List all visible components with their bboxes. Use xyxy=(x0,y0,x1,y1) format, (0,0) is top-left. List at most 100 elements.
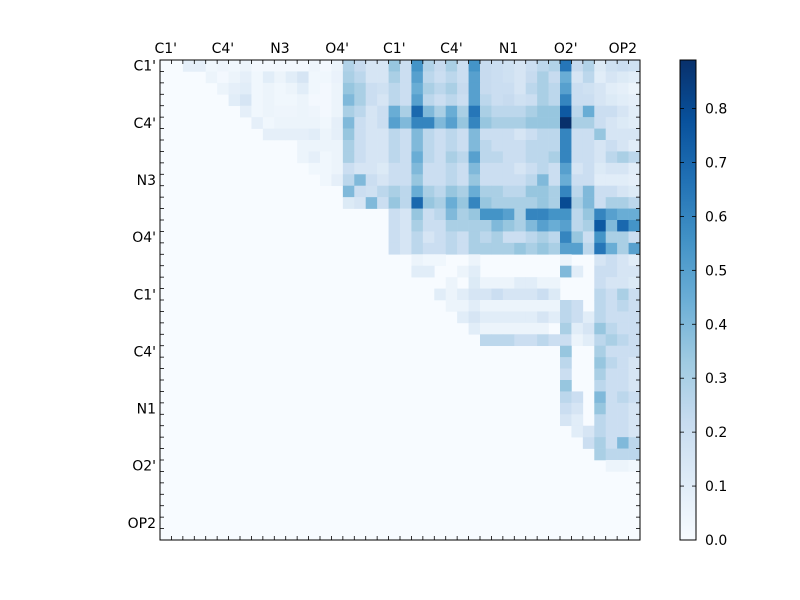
heatmap-cell xyxy=(320,174,332,187)
heatmap-cell xyxy=(262,60,275,72)
heatmap-cell xyxy=(525,71,538,84)
heatmap-cell xyxy=(422,151,435,164)
heatmap-cell xyxy=(480,128,492,141)
heatmap-cell xyxy=(400,151,412,164)
heatmap-cell xyxy=(457,288,469,301)
heatmap-cell xyxy=(468,197,481,209)
heatmap-cell xyxy=(582,162,595,175)
heatmap-cell xyxy=(251,60,264,72)
heatmap-cell xyxy=(628,82,641,95)
heatmap-cell xyxy=(445,185,458,198)
y-tick-label: C1' xyxy=(133,59,156,75)
heatmap-cell xyxy=(377,105,389,118)
heatmap-cell xyxy=(594,300,607,312)
y-tick-label: OP2 xyxy=(128,516,156,532)
heatmap-cell xyxy=(502,94,515,107)
heatmap-cell xyxy=(628,128,641,141)
heatmap-cell xyxy=(491,140,504,152)
heatmap-cell xyxy=(605,220,618,232)
heatmap-cell xyxy=(377,197,389,209)
heatmap-cell xyxy=(537,185,549,198)
heatmap-cell xyxy=(514,174,527,187)
heatmap-cell xyxy=(617,71,629,84)
heatmap-cell xyxy=(514,322,527,335)
heatmap-cell xyxy=(628,117,641,129)
heatmap-cell xyxy=(514,94,527,107)
heatmap-cell xyxy=(548,94,561,107)
heatmap-cell xyxy=(320,151,332,164)
heatmap-cell xyxy=(617,162,629,175)
heatmap-cell xyxy=(411,231,424,244)
heatmap-cell xyxy=(422,60,435,72)
heatmap-cell xyxy=(320,71,332,84)
heatmap-cell xyxy=(525,140,538,152)
heatmap-cell xyxy=(525,311,538,324)
heatmap-cell xyxy=(594,368,607,381)
heatmap-cell xyxy=(468,288,481,301)
heatmap-cell xyxy=(422,265,435,278)
heatmap-cell xyxy=(605,265,618,278)
heatmap-cell xyxy=(628,60,641,72)
heatmap-cell xyxy=(342,151,355,164)
heatmap-cell xyxy=(434,197,447,209)
heatmap-cell xyxy=(491,277,504,289)
heatmap-cell xyxy=(297,117,309,129)
heatmap-cell xyxy=(617,140,629,152)
heatmap-cell xyxy=(571,174,584,187)
heatmap-cell xyxy=(491,162,504,175)
heatmap-cell xyxy=(434,208,447,221)
y-tick-label: O2' xyxy=(132,459,156,475)
heatmap-cell xyxy=(297,60,309,72)
heatmap-cell xyxy=(617,220,629,232)
heatmap-cell xyxy=(525,300,538,312)
heatmap-cell xyxy=(331,128,344,141)
heatmap-cell xyxy=(525,242,538,255)
heatmap-cell xyxy=(548,288,561,301)
heatmap-cell xyxy=(628,208,641,221)
heatmap-cell xyxy=(308,140,321,152)
heatmap-cell xyxy=(445,151,458,164)
heatmap-cell xyxy=(400,128,412,141)
heatmap-cell xyxy=(388,242,401,255)
heatmap-cell xyxy=(480,242,492,255)
heatmap-cell xyxy=(617,391,629,404)
heatmap-cell xyxy=(251,82,264,95)
heatmap-cell xyxy=(617,82,629,95)
heatmap-cell xyxy=(502,60,515,72)
heatmap-cell xyxy=(354,140,367,152)
heatmap-cell xyxy=(560,334,572,347)
colorbar-ticks: 0.0 0.1 0.2 0.3 0.4 0.5 0.6 0.7 0.8 xyxy=(680,102,727,549)
heatmap-cell xyxy=(468,311,481,324)
heatmap-cell xyxy=(502,334,515,347)
heatmap-cell xyxy=(434,140,447,152)
heatmap-cell xyxy=(594,334,607,347)
heatmap-cell xyxy=(377,82,389,95)
heatmap-cell xyxy=(228,60,241,72)
heatmap-cell xyxy=(525,174,538,187)
heatmap-cell xyxy=(434,71,447,84)
heatmap-cell xyxy=(422,82,435,95)
heatmap-cell xyxy=(617,117,629,129)
heatmap-cell xyxy=(354,128,367,141)
heatmap-cell xyxy=(422,105,435,118)
heatmap-cell xyxy=(582,60,595,72)
heatmap-cell xyxy=(388,162,401,175)
heatmap-cell xyxy=(617,437,629,449)
heatmap-cell xyxy=(502,231,515,244)
heatmap-cell xyxy=(365,197,378,209)
heatmap-cell xyxy=(468,60,481,72)
heatmap-cell xyxy=(308,128,321,141)
heatmap-cell xyxy=(628,140,641,152)
heatmap-cell xyxy=(388,231,401,244)
heatmap-cell xyxy=(628,265,641,278)
heatmap-cell xyxy=(582,117,595,129)
heatmap-cell xyxy=(537,311,549,324)
heatmap-cell xyxy=(365,174,378,187)
heatmap-cell xyxy=(445,300,458,312)
heatmap-cell xyxy=(548,197,561,209)
heatmap-cell xyxy=(605,380,618,392)
heatmap-cell xyxy=(594,94,607,107)
heatmap-cell xyxy=(320,105,332,118)
heatmap-cell xyxy=(400,60,412,72)
heatmap-cell xyxy=(274,105,287,118)
